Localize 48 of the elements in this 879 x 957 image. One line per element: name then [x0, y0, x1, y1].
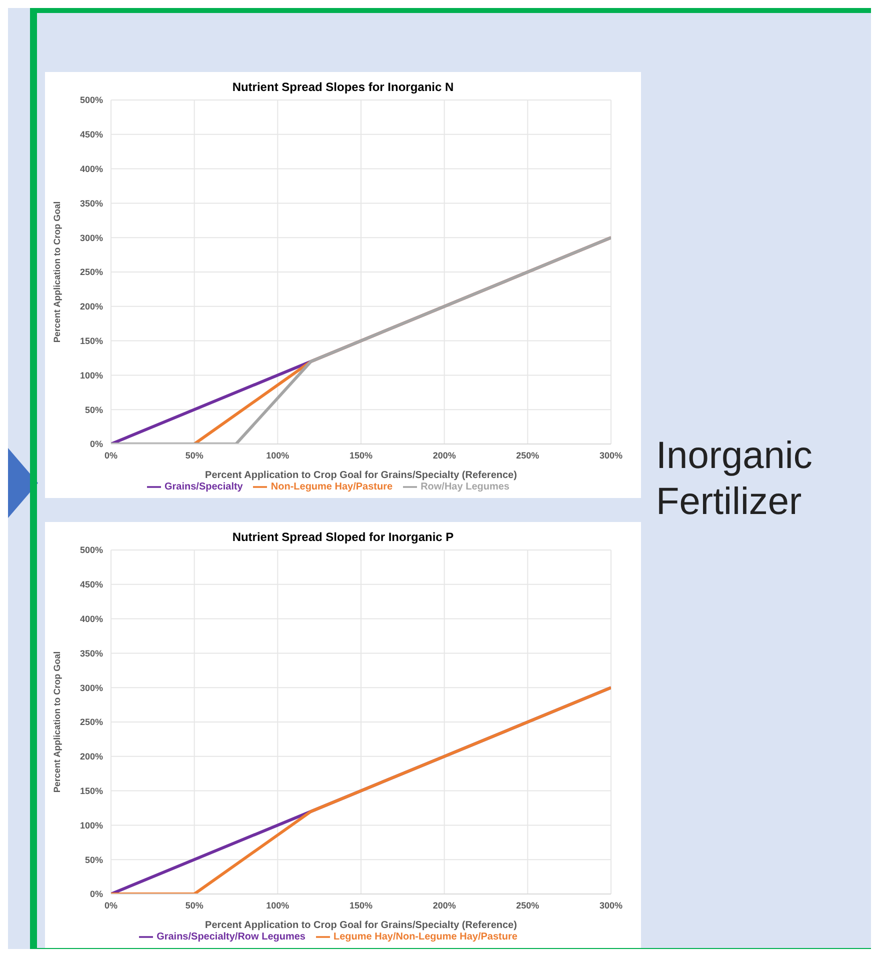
legend-label: Non-Legume Hay/Pasture — [270, 482, 393, 493]
y-tick-label: 300% — [80, 682, 103, 693]
y-tick-label: 350% — [80, 648, 103, 658]
x-tick-label: 300% — [599, 450, 623, 460]
x-tick-label: 200% — [432, 450, 456, 460]
legend-label: Grains/Specialty/Row Legumes — [156, 932, 306, 943]
text: Inorganic Fertilizer — [656, 434, 814, 525]
y-tick-label: 50% — [84, 404, 103, 415]
chart-title: Nutrient Spread Sloped for Inorganic P — [231, 529, 455, 544]
y-tick-label: 0% — [90, 889, 103, 900]
legend-label: Legume Hay/Non-Legume Hay/Pasture — [334, 932, 518, 943]
y-tick-label: 100% — [80, 370, 103, 380]
y-tick-label: 400% — [80, 614, 103, 624]
y-tick-label: 200% — [80, 302, 103, 312]
y-tick-label: 200% — [80, 752, 103, 762]
y-axis-title: Percent Application to Crop Goal — [52, 651, 62, 793]
x-tick-label: 50% — [185, 450, 204, 460]
x-tick-label: 200% — [432, 900, 456, 910]
y-tick-label: 50% — [84, 854, 103, 865]
x-tick-label: 100% — [266, 900, 290, 910]
legend-label: Grains/Specialty — [164, 482, 243, 493]
x-axis-title: Percent Application to Crop Goal for Grains/Specialty (Reference) — [205, 470, 517, 481]
x-tick-label: 50% — [185, 900, 204, 910]
y-axis-title: Percent Application to Crop Goal — [52, 201, 62, 343]
y-tick-label: 400% — [80, 164, 103, 174]
x-tick-label: 250% — [516, 900, 540, 910]
x-tick-label: 300% — [599, 900, 623, 910]
y-tick-label: 300% — [80, 232, 103, 243]
legend-label: Row/Hay Legumes — [420, 482, 510, 493]
x-tick-label: 150% — [349, 450, 373, 460]
y-tick-label: 450% — [80, 580, 103, 590]
y-tick-label: 250% — [80, 267, 103, 278]
x-axis-title: Percent Application to Crop Goal for Grains/Specialty (Reference) — [205, 920, 517, 931]
x-tick-label: 100% — [266, 450, 290, 460]
x-tick-label: 0% — [104, 450, 118, 460]
x-tick-label: 0% — [104, 900, 118, 910]
y-tick-label: 250% — [80, 717, 103, 728]
x-tick-label: 150% — [349, 900, 373, 910]
y-tick-label: 350% — [80, 198, 103, 208]
y-tick-label: 150% — [80, 786, 103, 796]
y-tick-label: 500% — [80, 95, 103, 106]
y-tick-label: 450% — [80, 130, 103, 140]
y-tick-label: 100% — [80, 820, 103, 830]
y-tick-label: 150% — [80, 336, 103, 346]
x-tick-label: 250% — [516, 450, 540, 460]
y-tick-label: 500% — [80, 545, 103, 556]
y-tick-label: 0% — [90, 439, 103, 450]
chart-title: Nutrient Spread Slopes for Inorganic N — [231, 79, 455, 94]
